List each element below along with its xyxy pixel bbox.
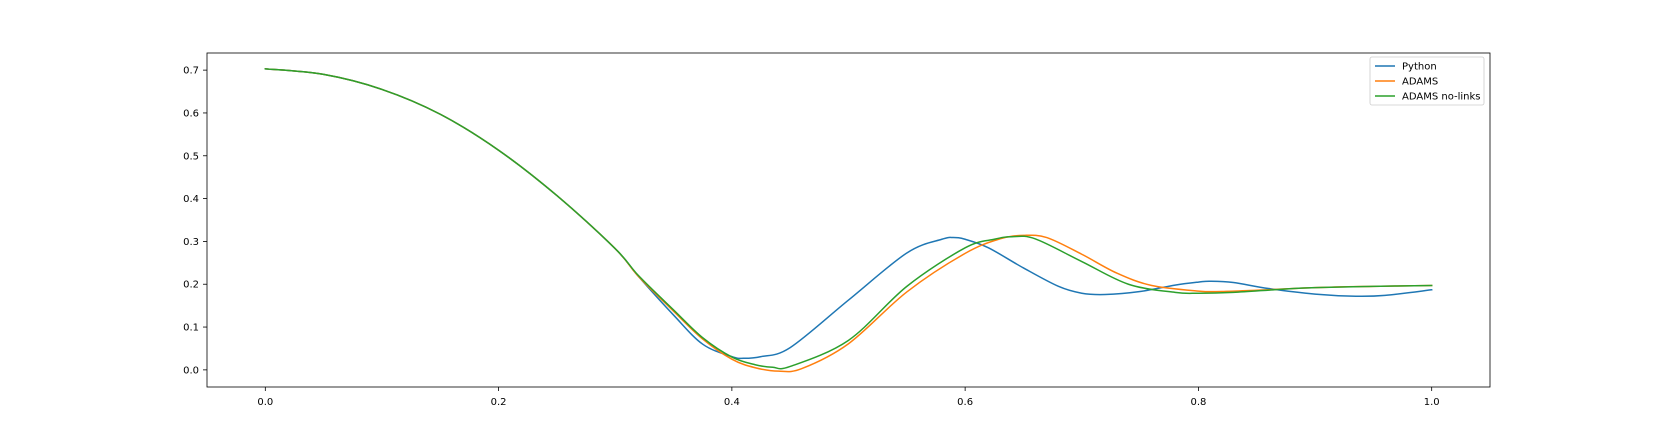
y-tick-label: 0.4 [183,194,199,205]
x-tick-label: 0.8 [1190,397,1206,408]
x-axis: 0.0 0.2 0.4 0.6 0.8 1.0 [257,387,1440,408]
x-tick-label: 1.0 [1424,397,1440,408]
series-layer [264,68,1433,373]
series-line-2 [264,68,1433,370]
legend-box [1369,56,1485,106]
x-tick-label: 0.2 [491,397,507,408]
legend-label-2: ADAMS no-links [1402,92,1481,103]
y-tick-label: 0.5 [183,151,199,162]
y-tick-label: 0.3 [183,237,199,248]
legend-label-0: Python [1402,62,1437,73]
x-tick-label: 0.4 [724,397,740,408]
y-tick-label: 0.0 [183,365,199,376]
x-tick-label: 0.6 [957,397,973,408]
x-tick-label: 0.0 [257,397,273,408]
legend-label-1: ADAMS [1402,77,1438,88]
y-tick-label: 0.6 [183,108,199,119]
plot-frame [206,52,1491,388]
y-tick-label: 0.2 [183,280,199,291]
y-tick-label: 0.1 [183,323,199,334]
y-tick-label: 0.7 [183,66,199,77]
legend: Python ADAMS ADAMS no-links [1369,56,1485,106]
y-axis: 0.0 0.1 0.2 0.3 0.4 0.5 0.6 0.7 [183,66,207,376]
